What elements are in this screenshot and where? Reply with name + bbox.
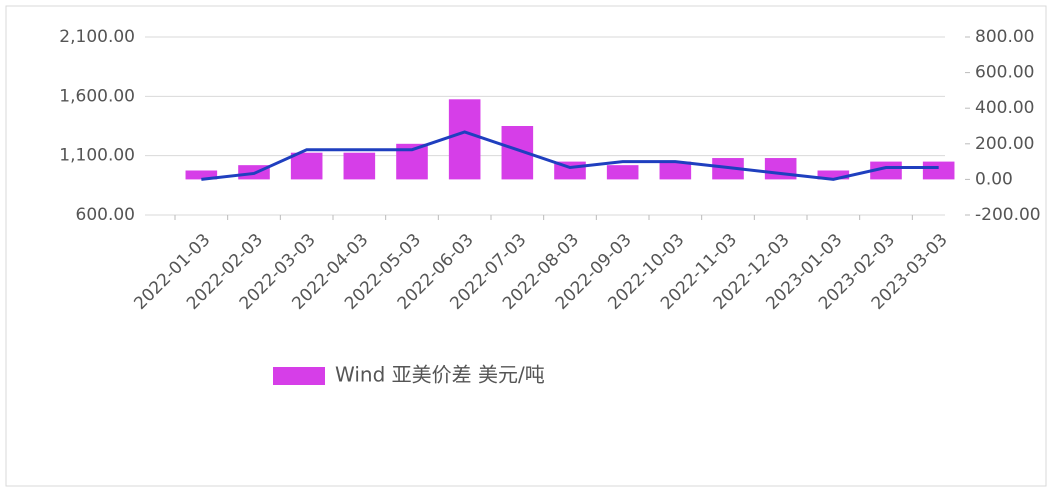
bar bbox=[185, 170, 218, 180]
y2-tick-label: 0.00 bbox=[975, 169, 1013, 189]
legend-swatch bbox=[273, 367, 325, 385]
bar bbox=[343, 152, 376, 180]
bar bbox=[659, 161, 692, 180]
y2-tick-label: 400.00 bbox=[975, 98, 1034, 118]
bar bbox=[290, 152, 323, 180]
y2-tick-label: 800.00 bbox=[975, 27, 1034, 47]
legend-label: Wind 亚美价差 美元/吨 bbox=[335, 363, 545, 387]
y2-tick-label: 200.00 bbox=[975, 134, 1034, 154]
line bbox=[201, 130, 939, 181]
y2-tick-label: -200.00 bbox=[975, 205, 1041, 225]
bar bbox=[817, 170, 850, 180]
y-tick-label: 1,100.00 bbox=[59, 146, 135, 166]
bar bbox=[448, 99, 481, 180]
bar bbox=[922, 161, 955, 180]
chart-frame bbox=[5, 5, 1047, 487]
y-tick-label: 600.00 bbox=[76, 205, 135, 225]
y-tick-label: 1,600.00 bbox=[59, 86, 135, 106]
bar bbox=[606, 165, 639, 180]
y2-tick-label: 600.00 bbox=[975, 63, 1034, 83]
y-tick-label: 2,100.00 bbox=[59, 27, 135, 47]
